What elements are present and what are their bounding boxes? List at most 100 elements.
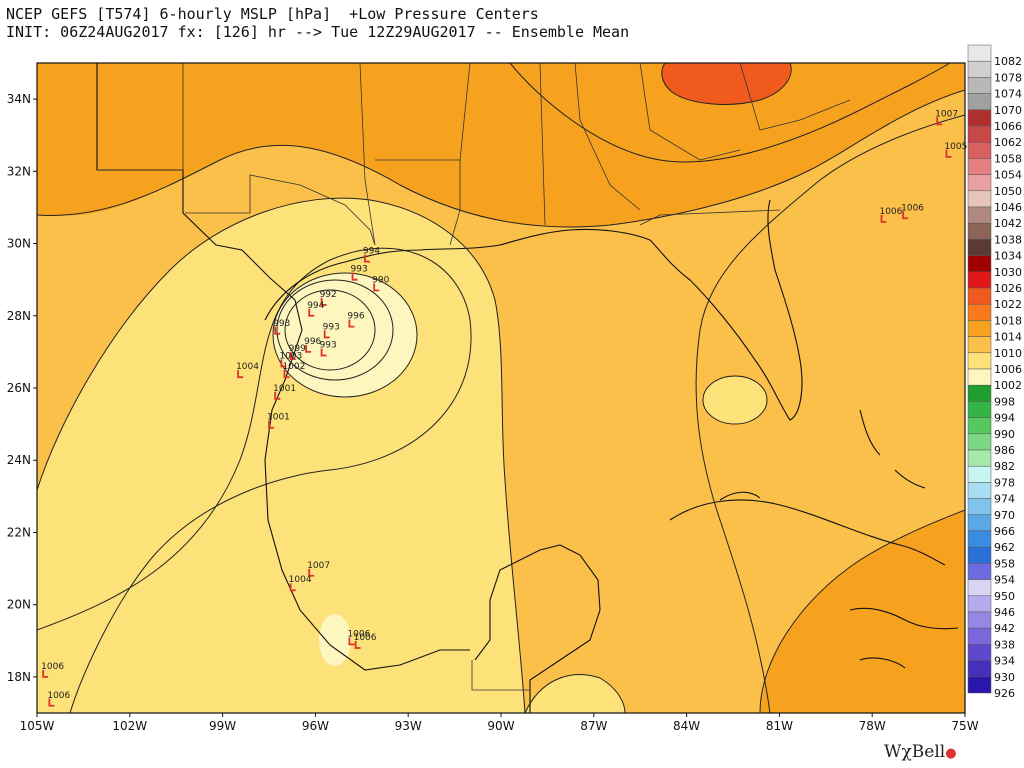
low-marker-icon	[936, 117, 943, 126]
low-center: 993	[273, 319, 290, 335]
lat-tick-label: 18N	[7, 670, 31, 684]
low-center-value: 999	[289, 344, 306, 354]
colorbar-swatch	[967, 60, 992, 78]
low-center: 1006	[347, 629, 371, 646]
low-marker-icon	[351, 272, 358, 281]
low-center-value: 993	[320, 341, 337, 351]
lon-tick-label: 81W	[766, 719, 793, 733]
colorbar-label: 958	[994, 557, 1015, 570]
colorbar-swatch	[967, 401, 992, 418]
low-marker-icon	[280, 359, 287, 368]
colorbar-label: 926	[994, 687, 1015, 700]
low-center-value: 993	[273, 319, 290, 329]
low-center: 993	[320, 341, 337, 357]
colorbar-swatch	[967, 44, 992, 62]
low-center: 1004	[236, 362, 259, 379]
colorbar-swatch	[967, 206, 992, 224]
colorbar-label: 966	[994, 525, 1015, 538]
colorbar-label: 994	[994, 412, 1015, 425]
colorbar-swatch	[967, 125, 992, 143]
low-marker-icon	[323, 330, 330, 339]
low-marker-icon	[308, 568, 315, 577]
map-title: NCEP GEFS [T574] 6-hourly MSLP [hPa] +Lo…	[6, 5, 539, 23]
low-center-value: 994	[307, 301, 324, 311]
colorbar-swatch	[967, 644, 992, 661]
colorbar-label: 1074	[994, 88, 1022, 101]
colorbar-label: 1022	[994, 298, 1022, 311]
low-center: 1001	[273, 384, 296, 400]
low-center: 993	[351, 265, 368, 281]
low-center-value: 994	[363, 247, 380, 257]
colorbar-swatch	[967, 109, 992, 127]
colorbar-label: 1006	[994, 363, 1022, 376]
map-subtitle: INIT: 06Z24AUG2017 fx: [126] hr --> Tue …	[6, 23, 630, 41]
low-center: 1005	[944, 142, 967, 158]
colorbar-label: 990	[994, 428, 1015, 441]
low-center-value: 1001	[273, 384, 296, 394]
lon-tick-label: 102W	[112, 719, 147, 733]
low-marker-icon	[363, 254, 370, 263]
low-marker-icon	[274, 326, 281, 335]
colorbar-swatch	[967, 255, 992, 273]
colorbar-label: 1082	[994, 55, 1022, 68]
colorbar-swatch	[967, 595, 992, 613]
low-marker-icon	[373, 283, 380, 292]
colorbar-label: 1062	[994, 136, 1022, 149]
pressure-fields	[37, 63, 965, 713]
colorbar-label: 1066	[994, 120, 1022, 133]
low-center-value: 1006	[47, 691, 70, 701]
colorbar-label: 974	[994, 493, 1015, 506]
low-marker-icon	[320, 297, 327, 306]
colorbar-swatch	[967, 433, 992, 451]
colorbar-swatch	[967, 239, 992, 256]
field-1006-gulf	[703, 376, 767, 424]
lon-tick-label: 75W	[951, 719, 978, 733]
colorbar-swatch	[967, 93, 992, 111]
colorbar-label: 1042	[994, 217, 1022, 230]
colorbar-swatch	[967, 77, 992, 94]
low-center-value: 996	[304, 337, 321, 347]
low-marker-icon	[354, 641, 361, 649]
latitude-axis: 34N 32N 30N 28N 26N 24N 22N 20N 18N	[7, 92, 37, 684]
low-center-value: 1006	[354, 633, 377, 643]
colorbar-swatch	[967, 271, 992, 289]
low-marker-icon	[880, 214, 887, 223]
low-center-value: 1006	[901, 203, 924, 213]
low-center-value: 1007	[935, 109, 958, 119]
colorbar-swatch	[967, 482, 992, 499]
low-marker-icon	[42, 669, 49, 678]
low-center-value: 1006	[879, 207, 902, 217]
low-center: 1004	[289, 575, 312, 592]
colorbar-swatch	[967, 158, 992, 175]
colorbar-swatch	[967, 579, 992, 597]
lon-tick-label: 96W	[302, 719, 329, 733]
field-1018-core	[661, 63, 792, 105]
lat-tick-label: 28N	[7, 309, 31, 323]
low-center-value: 1001	[267, 413, 290, 423]
lon-tick-label: 99W	[209, 719, 236, 733]
low-center-value: 993	[323, 322, 340, 332]
longitude-axis: 105W 102W 99W 96W 93W 90W 87W 84W 81W 78W 75W	[20, 713, 979, 733]
colorbar-swatch	[967, 611, 992, 629]
colorbar-label: 946	[994, 606, 1015, 619]
colorbar-swatch	[967, 352, 992, 370]
low-center-value: 1006	[41, 662, 64, 672]
lat-tick-label: 30N	[7, 237, 31, 251]
colorbar-label: 954	[994, 574, 1015, 587]
low-center: 1007	[935, 109, 958, 126]
low-center: 1007	[307, 561, 330, 577]
colorbar-swatch	[967, 174, 992, 192]
colorbar-label: 1078	[994, 71, 1022, 84]
lon-tick-label: 78W	[859, 719, 886, 733]
lat-tick-label: 20N	[7, 598, 31, 612]
lon-tick-label: 105W	[20, 719, 55, 733]
low-center-value: 1006	[347, 629, 370, 639]
low-center: 1001	[267, 413, 290, 429]
low-center: 1006	[47, 691, 71, 707]
low-center-value: 1004	[236, 362, 259, 372]
lon-tick-label: 87W	[580, 719, 607, 733]
colorbar-label: 962	[994, 541, 1015, 554]
lat-tick-label: 22N	[7, 525, 31, 539]
low-center: 1006	[41, 662, 64, 678]
isobars	[37, 63, 965, 713]
